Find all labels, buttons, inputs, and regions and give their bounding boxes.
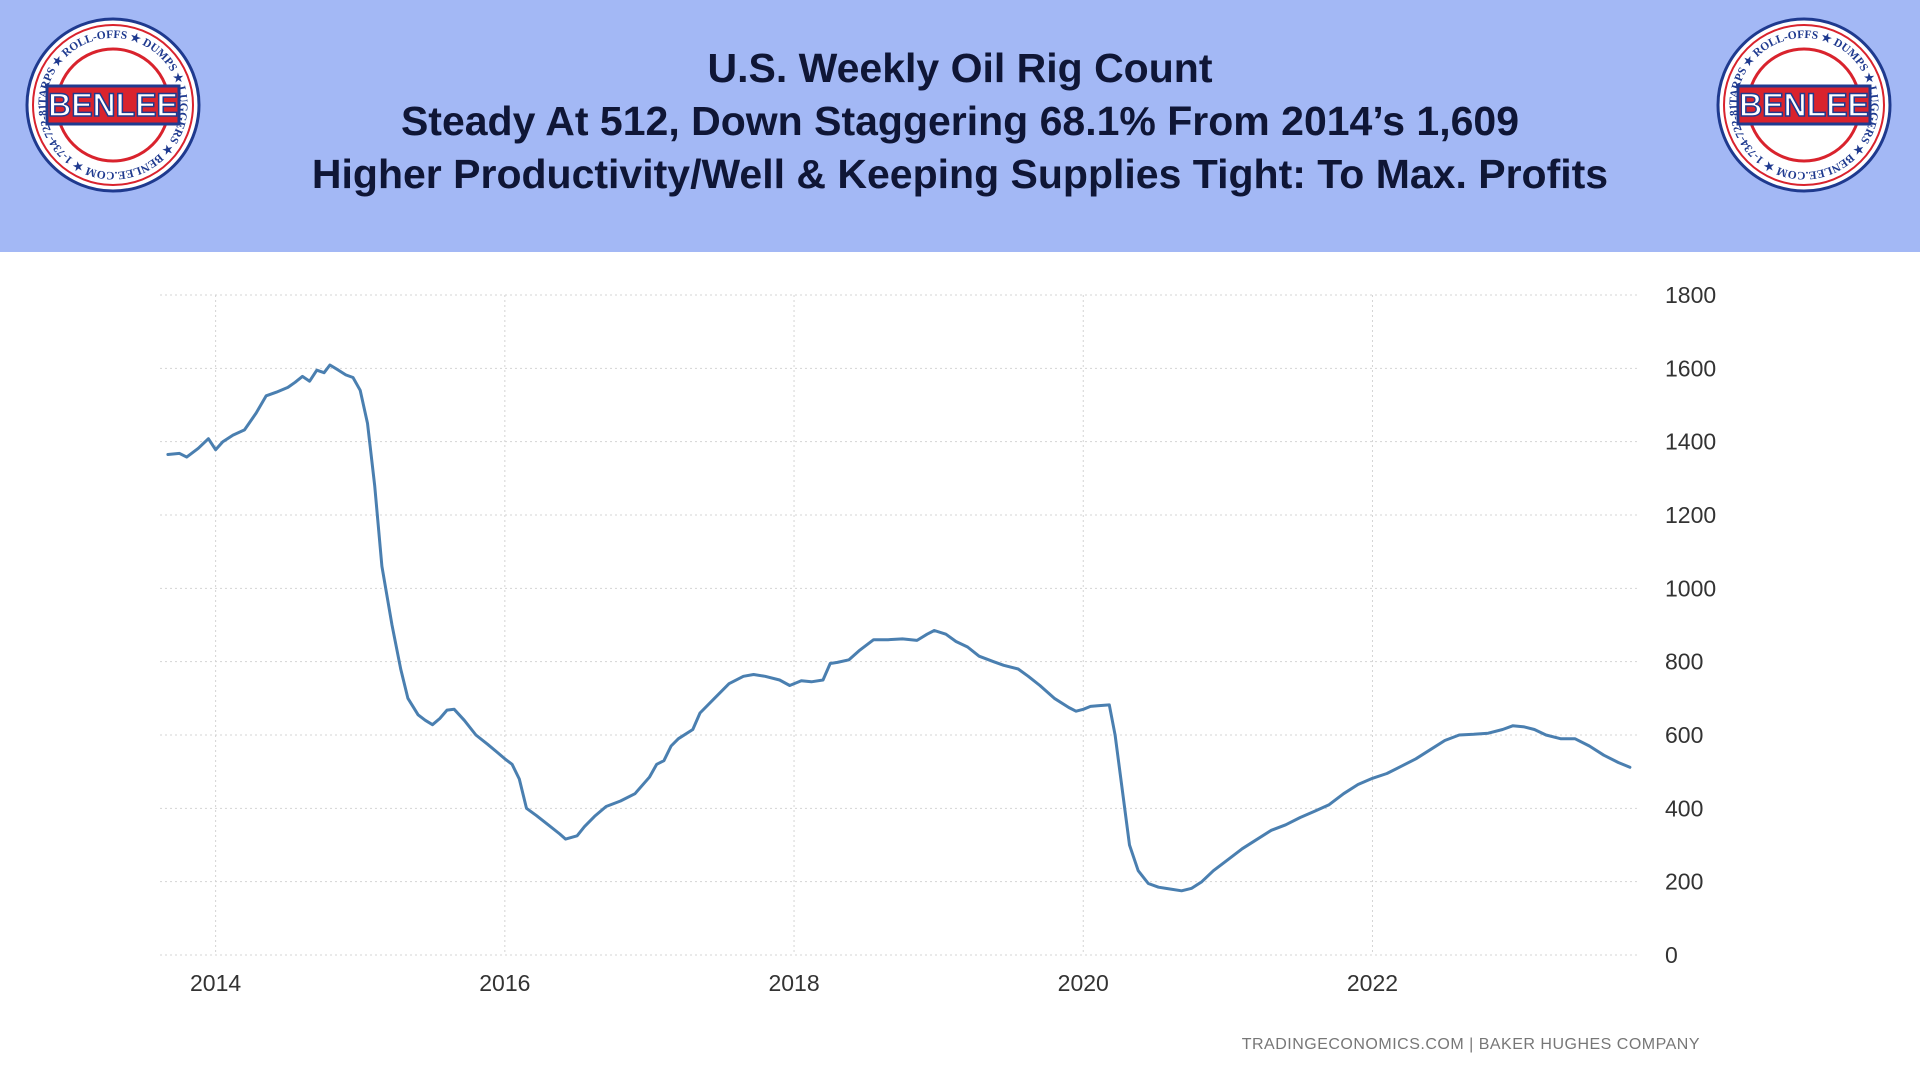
y-tick-label: 1000 <box>1665 575 1716 601</box>
title-line-1: U.S. Weekly Oil Rig Count <box>707 45 1213 91</box>
benlee-logo-left: TARPS ★ ROLL-OFFS ★ DUMPS ★ LUGGERS ★ BE… <box>25 17 201 193</box>
rig-count-chart: 0 200 400 600 800 1000 1200 1400 1600 1800 2014 201… <box>0 252 1920 1081</box>
benlee-logo-svg: TARPS ★ ROLL-OFFS ★ DUMPS ★ LUGGERS ★ BE… <box>25 17 201 193</box>
y-tick-label: 200 <box>1665 869 1703 895</box>
benlee-logo-svg: TARPS ★ ROLL-OFFS ★ DUMPS ★ LUGGERS ★ BE… <box>1716 17 1892 193</box>
x-tick-label: 2016 <box>479 970 530 996</box>
y-tick-label: 1800 <box>1665 282 1716 308</box>
title-line-3: Higher Productivity/Well & Keeping Suppl… <box>311 151 1609 197</box>
source-credit: TRADINGECONOMICS.COM | BAKER HUGHES COMP… <box>1241 1036 1700 1053</box>
x-tick-label: 2022 <box>1347 970 1398 996</box>
y-tick-label: 600 <box>1665 722 1703 748</box>
x-tick-label: 2018 <box>768 970 819 996</box>
y-tick-label: 1600 <box>1665 355 1716 381</box>
y-tick-label: 0 <box>1665 942 1678 968</box>
y-tick-label: 1200 <box>1665 502 1716 528</box>
y-tick-label: 800 <box>1665 649 1703 675</box>
title-line-2: Steady At 512, Down Staggering 68.1% Fro… <box>400 98 1520 144</box>
chart-title: U.S. Weekly Oil Rig Count Steady At 512,… <box>210 42 1710 201</box>
chart-svg: 0 200 400 600 800 1000 1200 1400 1600 1800 2014 201… <box>160 282 1716 996</box>
series-line <box>166 363 1632 893</box>
header-banner: U.S. Weekly Oil Rig Count Steady At 512,… <box>0 0 1920 252</box>
x-tick-label: 2014 <box>190 970 241 996</box>
y-tick-label: 400 <box>1665 795 1703 821</box>
benlee-logo-right: TARPS ★ ROLL-OFFS ★ DUMPS ★ LUGGERS ★ BE… <box>1716 17 1892 193</box>
logo-brand-text: BENLEE <box>48 87 178 123</box>
y-tick-label: 1400 <box>1665 429 1716 455</box>
x-tick-label: 2020 <box>1058 970 1109 996</box>
logo-brand-text: BENLEE <box>1739 87 1869 123</box>
